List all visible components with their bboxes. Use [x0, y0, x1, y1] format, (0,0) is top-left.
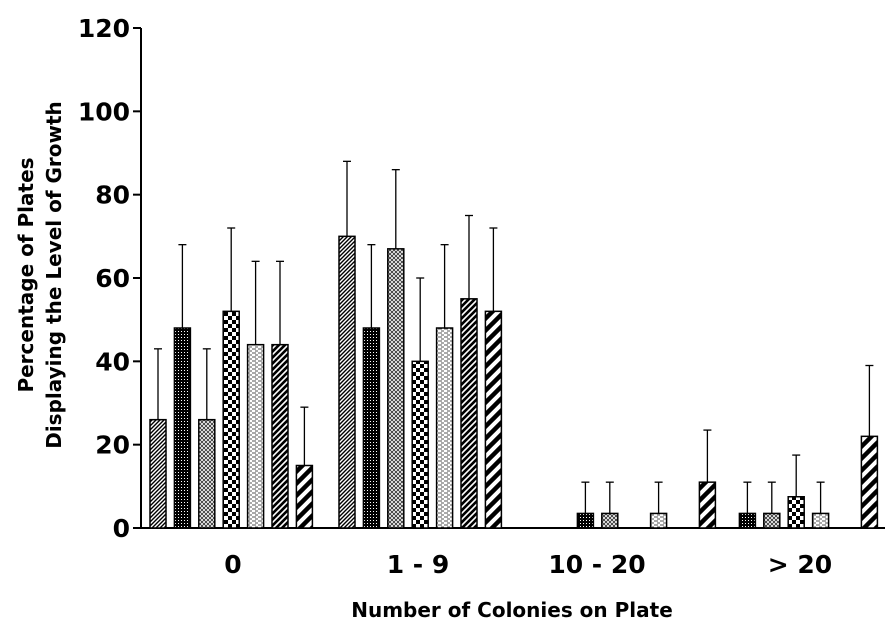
bar — [149, 418, 167, 529]
bar — [435, 327, 454, 529]
x-category-label: 10 - 20 — [548, 550, 645, 579]
bar — [411, 360, 429, 529]
bar — [387, 248, 405, 529]
bar — [787, 496, 805, 529]
x-category-label: 1 - 9 — [387, 550, 450, 579]
y-axis-title-line: Percentage of Plates — [14, 157, 38, 392]
bar — [295, 464, 314, 529]
bar — [576, 512, 595, 529]
bar — [246, 343, 265, 529]
y-tick-label: 20 — [95, 431, 130, 460]
bar — [649, 512, 668, 529]
x-category-label: 0 — [224, 550, 241, 579]
bar — [338, 235, 356, 529]
bar — [738, 512, 757, 529]
bar — [811, 512, 830, 529]
bar — [271, 343, 289, 529]
x-category-label: > 20 — [768, 550, 832, 579]
y-tick-label: 40 — [95, 347, 130, 376]
bar — [601, 512, 619, 529]
bar — [484, 310, 503, 529]
y-tick-label: 60 — [95, 264, 130, 293]
bar — [173, 327, 192, 529]
bar — [860, 435, 879, 529]
bar — [698, 481, 717, 529]
bar — [222, 310, 240, 529]
y-axis-title-line: Displaying the Level of Growth — [42, 101, 66, 449]
y-tick-label: 120 — [78, 14, 130, 43]
bar — [460, 298, 478, 529]
y-tick-label: 0 — [113, 514, 130, 543]
x-axis-title: Number of Colonies on Plate — [351, 598, 673, 622]
y-tick-label: 80 — [95, 181, 130, 210]
y-tick-label: 100 — [78, 97, 130, 126]
bar — [198, 418, 216, 529]
bar — [362, 327, 381, 529]
bar — [763, 512, 781, 529]
